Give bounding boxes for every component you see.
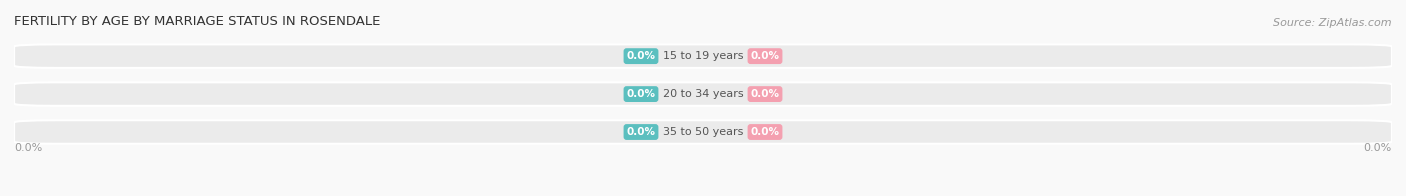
Text: 0.0%: 0.0% xyxy=(751,89,779,99)
Text: FERTILITY BY AGE BY MARRIAGE STATUS IN ROSENDALE: FERTILITY BY AGE BY MARRIAGE STATUS IN R… xyxy=(14,15,381,28)
FancyBboxPatch shape xyxy=(14,120,1392,144)
Text: 0.0%: 0.0% xyxy=(627,89,655,99)
Text: 0.0%: 0.0% xyxy=(627,127,655,137)
FancyBboxPatch shape xyxy=(14,44,1392,68)
Text: 0.0%: 0.0% xyxy=(751,127,779,137)
Text: Source: ZipAtlas.com: Source: ZipAtlas.com xyxy=(1274,18,1392,28)
Text: 0.0%: 0.0% xyxy=(14,143,42,153)
FancyBboxPatch shape xyxy=(14,82,1392,106)
Text: 15 to 19 years: 15 to 19 years xyxy=(662,51,744,61)
Text: 0.0%: 0.0% xyxy=(1364,143,1392,153)
Text: 0.0%: 0.0% xyxy=(627,51,655,61)
Text: 20 to 34 years: 20 to 34 years xyxy=(662,89,744,99)
Text: 35 to 50 years: 35 to 50 years xyxy=(662,127,744,137)
Text: 0.0%: 0.0% xyxy=(751,51,779,61)
